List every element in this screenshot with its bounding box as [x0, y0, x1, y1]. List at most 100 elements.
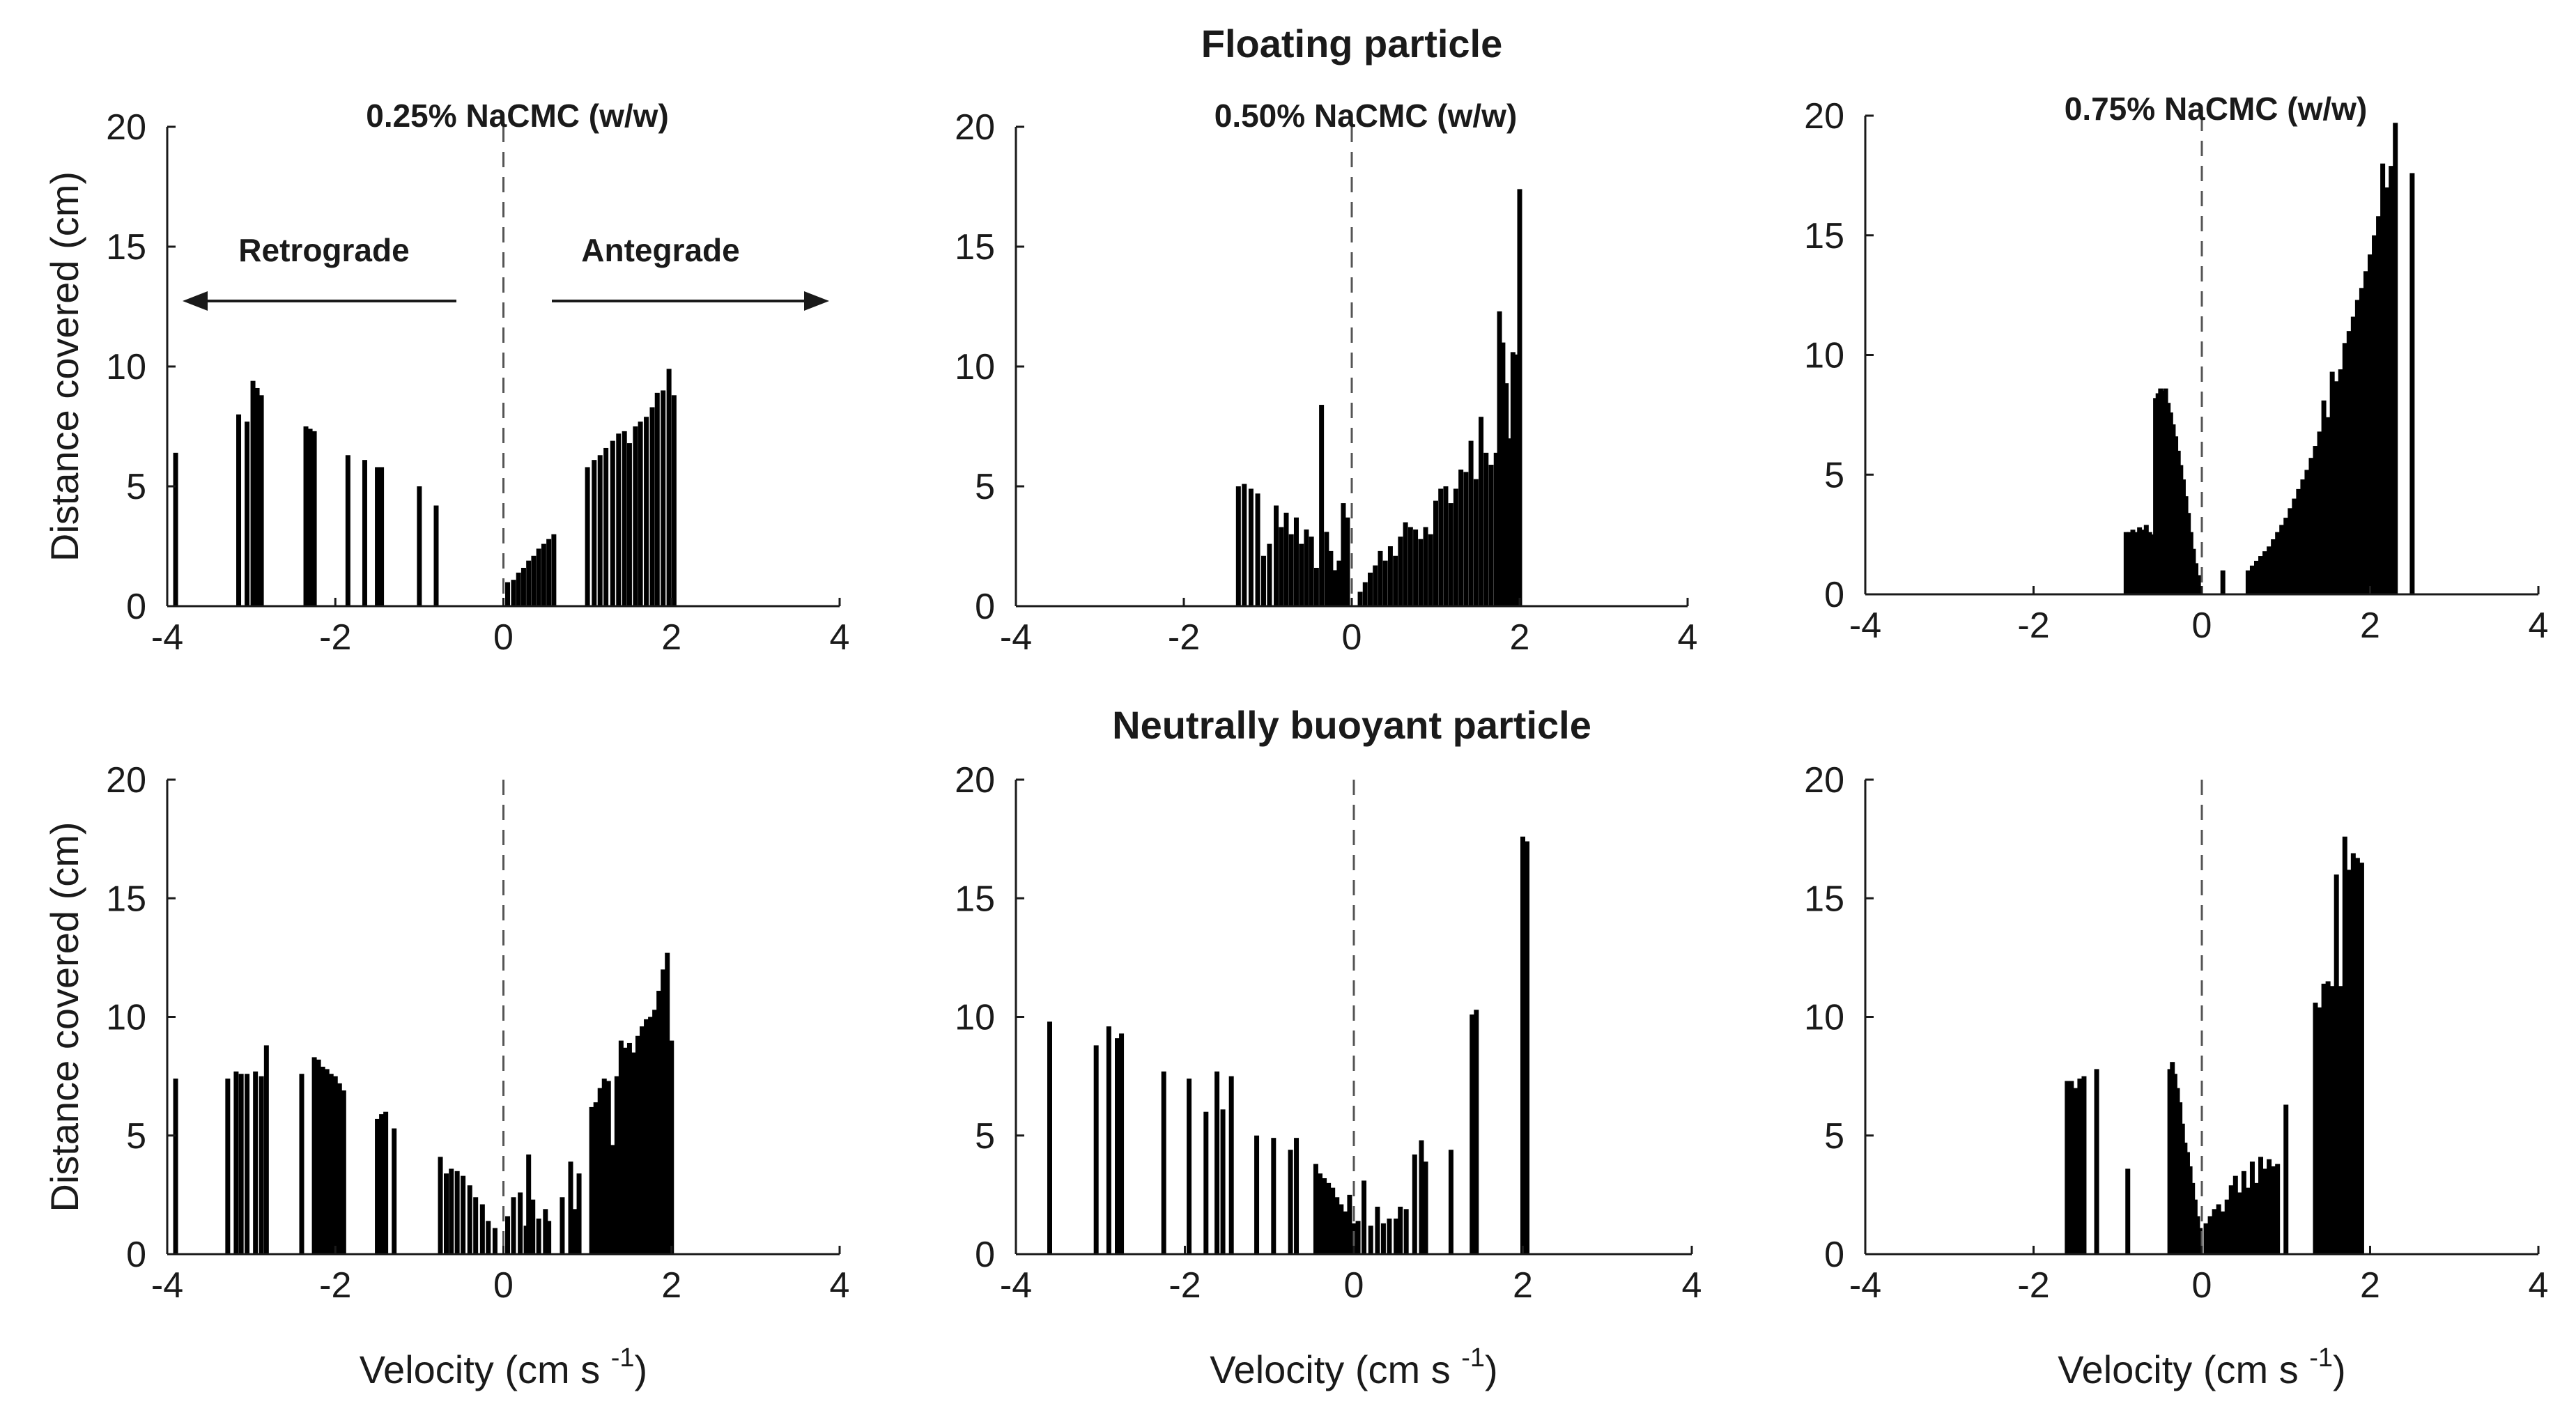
bar — [2359, 863, 2364, 1254]
bar — [2334, 874, 2339, 1254]
bar — [601, 1079, 607, 1254]
y-tick-label: 20 — [955, 107, 995, 148]
bar — [2212, 1209, 2217, 1254]
bar — [2350, 853, 2356, 1254]
bar — [606, 1081, 611, 1254]
bar — [1283, 512, 1289, 606]
panel-top-left: -4 -2 0 2 4 0 5 10 15 20 0.25% NaCMC (w/w) Distance… — [43, 98, 849, 658]
bar — [2220, 1211, 2226, 1254]
bar — [2393, 123, 2398, 594]
bar — [2191, 548, 2196, 594]
bar — [526, 1154, 532, 1254]
bar-group — [1047, 836, 1530, 1254]
bar — [2271, 539, 2276, 594]
y-tick-label: 0 — [126, 1235, 146, 1275]
bar — [1255, 493, 1260, 606]
bar — [511, 580, 516, 606]
bar — [379, 1114, 385, 1254]
panel-bottom-middle: -4 -2 0 2 4 0 5 10 15 20 Velocity (cm s -1) — [955, 760, 1702, 1391]
bar — [1448, 1150, 1453, 1254]
bar — [254, 387, 260, 606]
bar — [1235, 486, 1241, 606]
bar — [1293, 517, 1299, 606]
bar — [671, 395, 677, 606]
bar — [2253, 560, 2259, 594]
y-tick-label: 10 — [1804, 998, 1844, 1038]
bar — [2216, 1204, 2221, 1254]
bar — [2147, 532, 2152, 594]
row-title-floating: Floating particle — [1201, 22, 1503, 65]
bar — [2288, 508, 2293, 594]
bar — [505, 1216, 511, 1254]
bar — [2184, 1152, 2190, 1254]
bar — [1382, 560, 1388, 606]
bar — [2123, 532, 2129, 594]
bar — [1488, 465, 1494, 606]
bar — [2065, 1081, 2070, 1254]
retrograde-label: Retrograde — [238, 232, 409, 268]
bar — [1203, 1111, 1209, 1254]
bar — [2203, 1223, 2209, 1254]
bar — [2175, 450, 2181, 594]
bar — [2170, 1062, 2175, 1254]
y-tick-label: 5 — [126, 1116, 146, 1157]
bar — [250, 380, 256, 606]
bar — [345, 455, 350, 606]
x-tick-label: 4 — [830, 1265, 850, 1306]
row-title-neutrally-buoyant: Neutrally buoyant particle — [1112, 703, 1591, 747]
bar — [2338, 369, 2343, 594]
bar — [2163, 388, 2168, 594]
bar — [2283, 518, 2289, 594]
bar — [618, 1040, 624, 1254]
bar — [2346, 331, 2352, 594]
x-tick-label: 0 — [1344, 1265, 1364, 1306]
y-tick-label: 10 — [106, 347, 146, 387]
bar — [2232, 1175, 2238, 1254]
bar — [2275, 532, 2281, 594]
bar — [2178, 465, 2184, 594]
x-tick-label: 4 — [1682, 1265, 1702, 1306]
bar-group — [173, 952, 674, 1254]
bar — [2253, 1182, 2259, 1254]
y-tick-label: 0 — [1824, 1235, 1844, 1275]
x-tick-label: 2 — [2360, 605, 2380, 646]
bar — [1260, 555, 1266, 606]
y-tick-label: 0 — [975, 1235, 995, 1275]
y-tick-label: 20 — [106, 760, 146, 801]
bar — [307, 428, 313, 606]
bar — [2172, 1074, 2177, 1254]
bar — [1324, 532, 1329, 606]
bar — [461, 1175, 466, 1254]
bar — [520, 567, 526, 606]
bar — [299, 1074, 304, 1254]
bar — [1187, 1079, 1192, 1254]
bar — [1336, 560, 1342, 606]
bar — [383, 1111, 389, 1254]
bar — [1119, 1033, 1125, 1254]
bar — [1398, 536, 1403, 606]
bar — [438, 1157, 443, 1254]
bar — [2073, 1088, 2078, 1254]
bar — [1510, 352, 1515, 606]
bar — [1387, 546, 1393, 606]
bar — [1493, 452, 1499, 606]
bar — [433, 505, 439, 606]
x-tick-label: 0 — [2192, 1265, 2212, 1306]
bar — [2170, 424, 2176, 594]
bar — [638, 422, 643, 606]
bar — [2188, 532, 2193, 594]
bar — [1443, 486, 1449, 606]
bar — [1288, 534, 1294, 606]
x-tick-label: 0 — [1342, 617, 1362, 658]
x-tick-label: -4 — [1849, 605, 1881, 646]
bar — [505, 582, 511, 606]
x-tick-label: 2 — [1513, 1265, 1533, 1306]
bar — [669, 1040, 674, 1254]
bar — [2300, 479, 2306, 594]
bar — [1448, 503, 1453, 606]
y-tick-label: 5 — [975, 1116, 995, 1157]
bar — [2127, 532, 2132, 594]
bar — [1271, 1138, 1277, 1254]
bar — [1479, 417, 1484, 606]
